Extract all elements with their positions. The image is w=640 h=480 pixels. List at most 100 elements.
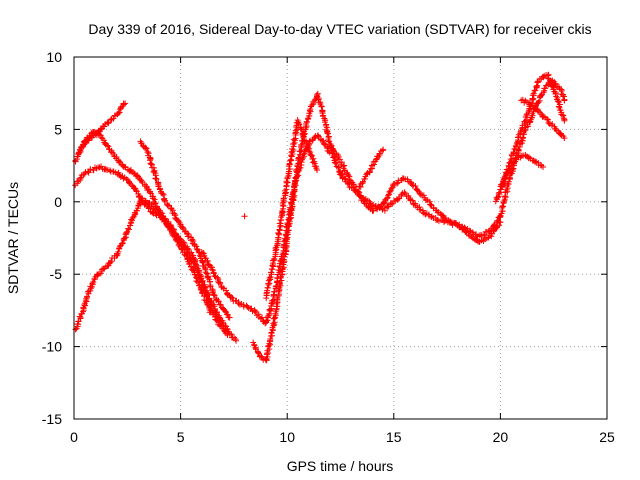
data-point-arc-o xyxy=(561,135,568,142)
data-point-arc-e xyxy=(153,175,160,182)
data-point-arc-h xyxy=(305,148,312,155)
data-point-arc-h xyxy=(271,255,278,262)
data-point-arc-o xyxy=(544,116,551,123)
data-point-arc-h xyxy=(290,141,297,148)
data-point-arc-l xyxy=(505,178,512,185)
y-tick-label: 0 xyxy=(54,194,62,210)
data-point-arc-i xyxy=(385,192,392,199)
data-point-arc-e xyxy=(147,160,154,167)
data-point-arc-j xyxy=(387,199,394,206)
data-point-arc-m xyxy=(530,90,537,97)
data-point-arc-l xyxy=(500,199,507,206)
data-point-arc-d xyxy=(176,235,183,242)
data-point-arc-g xyxy=(335,164,342,171)
data-point-arc-e xyxy=(223,311,230,318)
data-point-arc-j xyxy=(337,170,344,177)
data-point-arc-j xyxy=(462,228,469,235)
data-point-arc-h xyxy=(307,152,314,159)
data-point-arc-g xyxy=(326,138,333,145)
data-point-arc-i xyxy=(393,180,400,187)
x-tick-label: 0 xyxy=(70,429,78,445)
x-tick-label: 15 xyxy=(386,429,402,445)
data-point-arc-n xyxy=(532,158,539,165)
data-point-arc-o xyxy=(531,103,538,110)
data-point-arc-h xyxy=(266,275,273,282)
data-point-arc-d xyxy=(167,221,174,228)
data-point-arc-g xyxy=(255,349,262,356)
data-point-arc-e xyxy=(162,197,169,204)
data-point-arc-e xyxy=(143,145,150,152)
data-point-arc-i xyxy=(386,188,393,195)
data-point-arc-e xyxy=(217,301,224,308)
y-tick-label: -5 xyxy=(50,266,63,282)
data-point-arc-d xyxy=(108,258,115,265)
data-point-arc-k xyxy=(380,146,387,153)
data-point-arc-b xyxy=(133,187,140,194)
data-point-arc-f xyxy=(209,266,216,273)
y-axis-label: SDTVAR / TECUs xyxy=(5,182,21,294)
data-point-arc-i xyxy=(345,172,352,179)
data-point-arc-o xyxy=(527,102,534,109)
data-point-arc-g xyxy=(287,210,294,217)
data-point-arc-f xyxy=(263,317,270,324)
data-point-arc-h xyxy=(264,284,271,291)
data-point-arc-f xyxy=(229,295,236,302)
data-point-arc-f xyxy=(321,141,328,148)
data-point-arc-d xyxy=(121,235,128,242)
y-tick-label: 5 xyxy=(54,121,62,137)
data-point-arc-k xyxy=(366,168,373,175)
data-point-arc-o xyxy=(519,96,526,103)
data-point-arc-g xyxy=(324,129,331,136)
data-point-arc-m xyxy=(521,118,528,125)
x-axis-label: GPS time / hours xyxy=(287,458,394,474)
data-point-arc-n xyxy=(507,165,514,172)
data-point-arc-b xyxy=(120,175,127,182)
data-point-arc-a xyxy=(147,189,154,196)
data-point-arc-a xyxy=(73,156,80,163)
data-point-arc-h xyxy=(276,226,283,233)
data-point-arc-g xyxy=(273,301,280,308)
data-point-arc-d xyxy=(156,210,163,217)
data-point-arc-j xyxy=(409,197,416,204)
data-point-arc-d xyxy=(118,240,125,247)
data-point-arc-e xyxy=(222,308,229,315)
data-point-arc-j xyxy=(372,202,379,209)
y-tick-label: 10 xyxy=(46,49,62,65)
data-point-arc-m xyxy=(514,139,521,146)
data-point-arc-h xyxy=(297,126,304,133)
data-point-arc-h xyxy=(267,273,274,280)
data-point-arc-j xyxy=(361,196,368,203)
data-point-arc-b xyxy=(124,177,131,184)
data-point-arc-i xyxy=(427,201,434,208)
data-point-arc-c xyxy=(110,115,117,122)
data-point-arc-a xyxy=(122,163,129,170)
data-point-arc-d xyxy=(170,227,177,234)
data-point-arc-f xyxy=(248,305,255,312)
data-point-arc-f xyxy=(210,270,217,277)
data-point-arc-d xyxy=(125,225,132,232)
data-point-arc-h xyxy=(281,187,288,194)
data-point-arc-g xyxy=(266,346,273,353)
data-point-arc-d xyxy=(180,239,187,246)
data-point-arc-f xyxy=(270,291,277,298)
data-point-arc-d xyxy=(196,269,203,276)
x-tick-label: 20 xyxy=(493,429,509,445)
data-point-arc-l xyxy=(542,85,549,92)
data-point-arc-e xyxy=(142,144,149,151)
data-point-arc-f xyxy=(251,307,258,314)
data-point-arc-j xyxy=(442,217,449,224)
data-point-arc-l xyxy=(561,97,568,104)
data-point-arc-d xyxy=(207,303,214,310)
data-point-arc-d xyxy=(228,331,235,338)
data-point-arc-h xyxy=(298,126,305,133)
data-point-arc-h xyxy=(304,144,311,151)
data-point-arc-a xyxy=(98,134,105,141)
data-point-arc-g xyxy=(292,174,299,181)
data-points xyxy=(72,71,568,364)
data-point-arc-h xyxy=(264,287,271,294)
data-point-arc-m xyxy=(513,140,520,147)
data-point-arc-m xyxy=(560,112,567,119)
data-point-arc-g xyxy=(307,106,314,113)
data-point-arc-f xyxy=(217,280,224,287)
data-point-arc-e xyxy=(216,301,223,308)
